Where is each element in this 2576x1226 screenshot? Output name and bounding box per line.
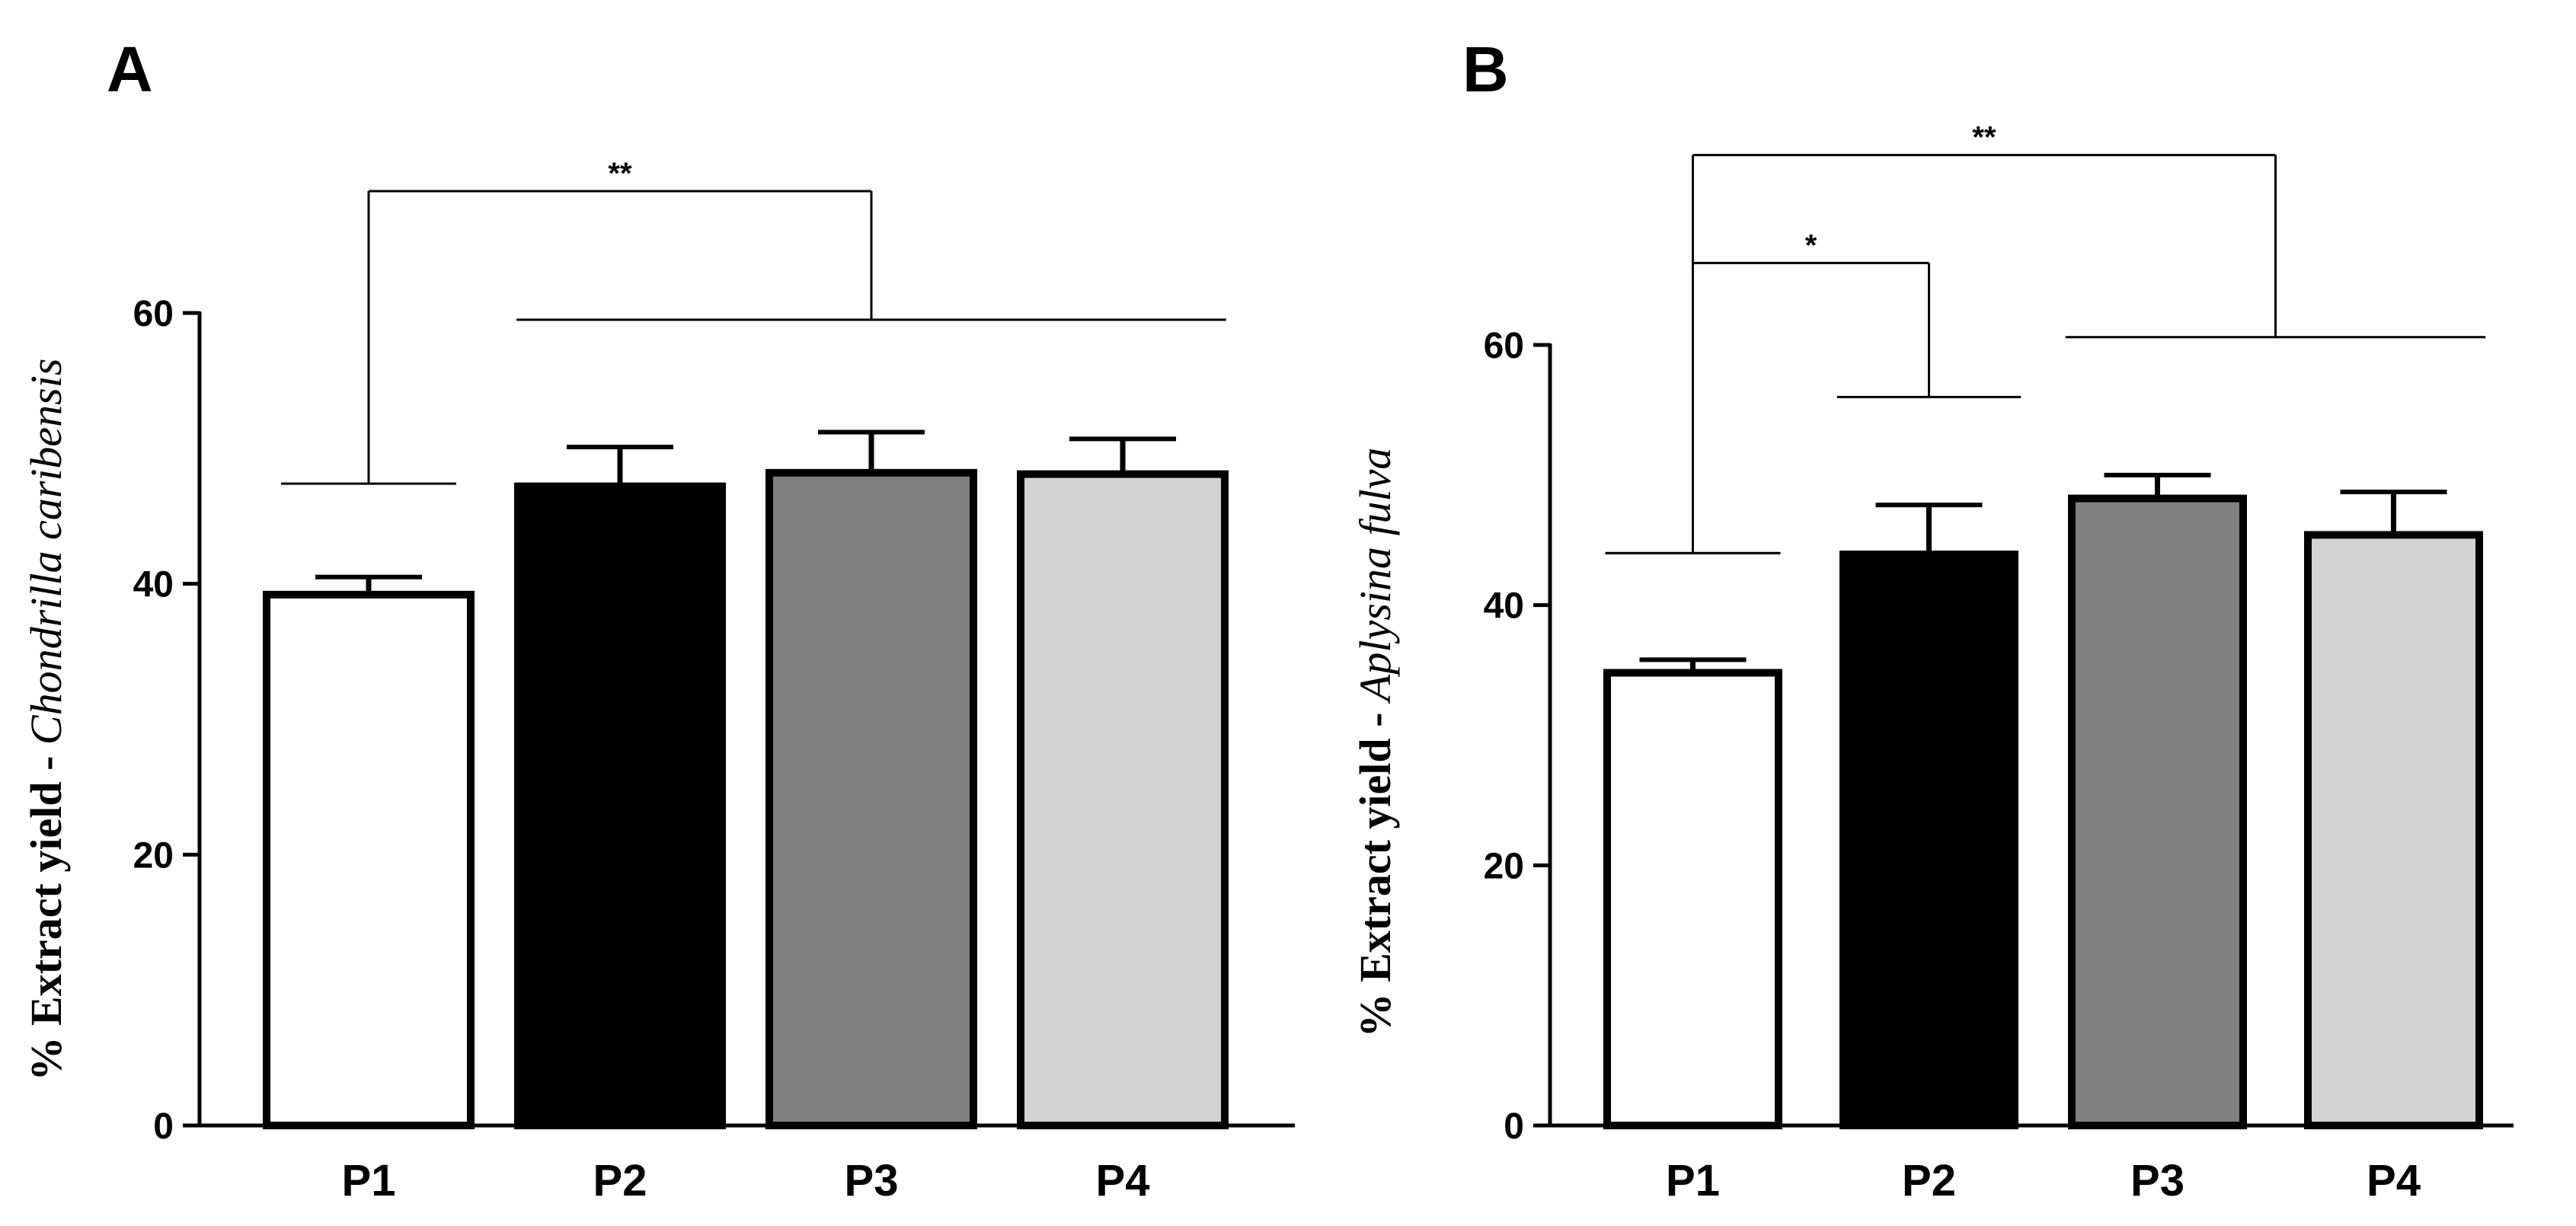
y-tick-label-60: 60 — [1484, 326, 1524, 366]
x-tick-label-p3: P3 — [845, 1156, 899, 1205]
bar-p3 — [765, 468, 977, 1129]
x-tick-label-p3: P3 — [2130, 1156, 2184, 1205]
bar-p4 — [1017, 470, 1229, 1129]
y-axis-label-prefix: % Extract yield - — [1350, 701, 1400, 1037]
bar-p1 — [1603, 669, 1782, 1129]
bar-p2 — [1839, 551, 2018, 1129]
y-tick-label-20: 20 — [133, 835, 174, 876]
panel-a-letter: A — [107, 34, 153, 105]
y-axis-label-species: Aplysina fulva — [1350, 448, 1400, 704]
y-axis-label-prefix: % Extract yield - — [21, 745, 71, 1081]
comparison-1-significance-label: * — [1805, 228, 1817, 262]
x-tick-label-p4: P4 — [1096, 1156, 1150, 1205]
panel-b-letter: B — [1462, 34, 1509, 105]
x-tick-label-p2: P2 — [593, 1156, 647, 1205]
bar-p3 — [2068, 494, 2247, 1129]
panel-b-chart: B % Extract yield - Aplysina fulva P1 P2 P3 P… — [1350, 34, 2514, 1205]
y-tick-label-60: 60 — [133, 294, 174, 334]
y-tick-label-40: 40 — [133, 565, 174, 605]
comparison-2-significance-label: ** — [1972, 121, 1996, 155]
x-tick-label-p1: P1 — [342, 1156, 396, 1205]
y-axis-label: % Extract yield - Aplysina fulva — [1350, 448, 1400, 1038]
y-tick-label-0: 0 — [153, 1106, 174, 1147]
bar-p1 — [263, 590, 475, 1129]
y-axis-label-species: Chondrilla caribensis — [21, 359, 71, 745]
x-tick-label-p2: P2 — [1902, 1156, 1956, 1205]
y-tick-label-20: 20 — [1484, 846, 1524, 886]
y-axis-label: % Extract yield - Chondrilla caribensis — [21, 359, 71, 1081]
comparison-1-significance-label: ** — [608, 157, 632, 190]
y-tick-label-0: 0 — [1504, 1106, 1524, 1147]
x-tick-label-p1: P1 — [1666, 1156, 1720, 1205]
panel-a-chart: A % Extract yield - Chondrilla caribensis… — [21, 34, 1295, 1205]
y-tick-label-40: 40 — [1484, 586, 1524, 627]
x-tick-label-p4: P4 — [2367, 1156, 2421, 1205]
bar-p2 — [514, 482, 726, 1129]
bar-p4 — [2304, 531, 2483, 1129]
